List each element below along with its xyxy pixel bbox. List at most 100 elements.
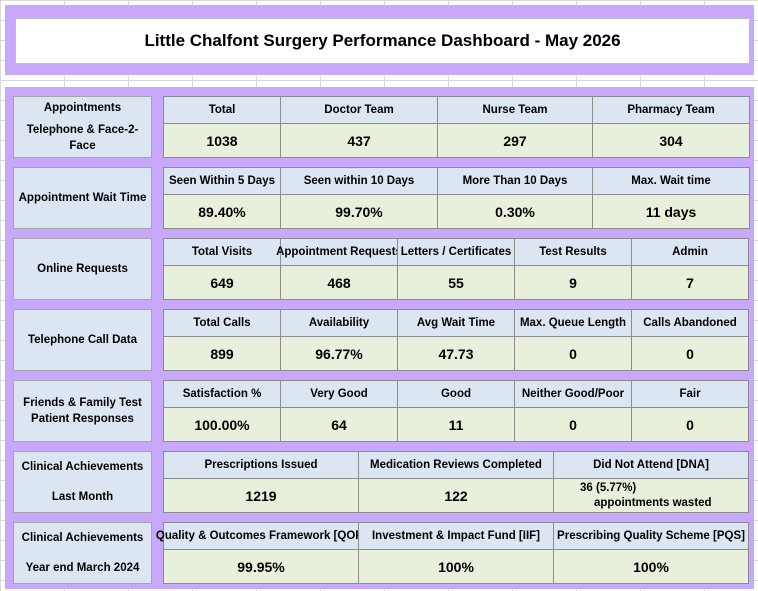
value-row: 1038 437 297 304 bbox=[163, 123, 750, 158]
header-cell: Neither Good/Poor bbox=[514, 380, 632, 408]
section-label-line: Patient Responses bbox=[31, 413, 134, 425]
value-cell: 649 bbox=[163, 265, 281, 300]
header-cell: Seen Within 5 Days bbox=[163, 167, 281, 195]
clinical-last-month-section: Clinical Achievements Last Month Prescri… bbox=[13, 451, 751, 513]
value-cell: 297 bbox=[437, 123, 593, 158]
value-cell: 1038 bbox=[163, 123, 281, 158]
header-cell: Nurse Team bbox=[437, 96, 593, 124]
dna-description: appointments wasted bbox=[594, 496, 712, 509]
value-cell: 11 days bbox=[592, 194, 750, 229]
section-label-line: Clinical Achievements bbox=[21, 461, 144, 473]
value-cell: 9 bbox=[514, 265, 632, 300]
header-cell: Fair bbox=[631, 380, 749, 408]
wait-time-label: Appointment Wait Time bbox=[13, 167, 152, 229]
header-cell: Total Calls bbox=[163, 309, 281, 337]
value-row: 899 96.77% 47.73 0 0 bbox=[163, 336, 750, 371]
appointments-label: Appointments Telephone & Face-2-Face bbox=[13, 96, 152, 158]
value-cell: 0.30% bbox=[437, 194, 593, 229]
section-label-line: Online Requests bbox=[37, 263, 128, 275]
value-cell: 468 bbox=[280, 265, 398, 300]
header-row: Seen Within 5 Days Seen within 10 Days M… bbox=[163, 167, 750, 195]
value-row: 100.00% 64 11 0 0 bbox=[163, 407, 750, 442]
telephone-label: Telephone Call Data bbox=[13, 309, 152, 371]
header-cell: Total bbox=[163, 96, 281, 124]
value-cell: 99.70% bbox=[280, 194, 438, 229]
clinical-year-end-section: Clinical Achievements Year end March 202… bbox=[13, 522, 751, 584]
section-label-line: Last Month bbox=[51, 491, 114, 503]
value-cell: 55 bbox=[397, 265, 515, 300]
telephone-metrics: Total Calls Availability Avg Wait Time M… bbox=[163, 309, 750, 371]
clinical-year-end-label: Clinical Achievements Year end March 202… bbox=[13, 522, 152, 584]
value-cell: 0 bbox=[514, 407, 632, 442]
header-cell: Total Visits bbox=[163, 238, 281, 266]
header-cell: Very Good bbox=[280, 380, 398, 408]
header-row: Prescriptions Issued Medication Reviews … bbox=[163, 451, 750, 479]
value-row: 649 468 55 9 7 bbox=[163, 265, 750, 300]
header-cell: Test Results bbox=[514, 238, 632, 266]
header-cell: Appointment Requests bbox=[276, 238, 402, 266]
value-cell: 1219 bbox=[163, 478, 359, 513]
friends-family-section: Friends & Family Test Patient Responses … bbox=[13, 380, 751, 442]
online-requests-label: Online Requests bbox=[13, 238, 152, 300]
section-label-line: Appointments bbox=[43, 102, 122, 114]
value-row: 89.40% 99.70% 0.30% 11 days bbox=[163, 194, 750, 229]
appointments-section: Appointments Telephone & Face-2-Face Tot… bbox=[13, 96, 751, 158]
value-cell: 304 bbox=[592, 123, 750, 158]
header-cell: Availability bbox=[280, 309, 398, 337]
friends-family-metrics: Satisfaction % Very Good Good Neither Go… bbox=[163, 380, 750, 442]
dna-note-cell: 36 (5.77%) appointments wasted bbox=[553, 478, 749, 513]
section-label-line: Clinical Achievements bbox=[21, 532, 144, 544]
header-row: Total Doctor Team Nurse Team Pharmacy Te… bbox=[163, 96, 750, 124]
header-cell: Max. Queue Length bbox=[514, 309, 632, 337]
value-cell: 122 bbox=[358, 478, 554, 513]
section-label-line: Friends & Family Test bbox=[23, 397, 142, 409]
dna-count: 36 (5.77%) bbox=[580, 481, 637, 494]
header-cell: Pharmacy Team bbox=[592, 96, 750, 124]
header-cell: Prescriptions Issued bbox=[163, 451, 359, 479]
section-label-line: Telephone Call Data bbox=[27, 334, 138, 346]
header-row: Quality & Outcomes Framework [QOF] Inves… bbox=[156, 522, 750, 550]
value-cell: 96.77% bbox=[280, 336, 398, 371]
clinical-year-end-metrics: Quality & Outcomes Framework [QOF] Inves… bbox=[156, 522, 750, 584]
header-row: Satisfaction % Very Good Good Neither Go… bbox=[163, 380, 750, 408]
value-cell: 100% bbox=[358, 549, 554, 584]
online-requests-metrics: Total Visits Appointment Requests Letter… bbox=[163, 238, 750, 300]
section-label-line: Year end March 2024 bbox=[25, 562, 140, 574]
header-cell: Avg Wait Time bbox=[397, 309, 515, 337]
value-cell: 0 bbox=[631, 407, 749, 442]
value-cell: 100.00% bbox=[163, 407, 281, 442]
header-cell: Did Not Attend [DNA] bbox=[553, 451, 749, 479]
header-cell: Admin bbox=[631, 238, 749, 266]
friends-family-label: Friends & Family Test Patient Responses bbox=[13, 380, 152, 442]
value-cell: 0 bbox=[631, 336, 749, 371]
wait-time-section: Appointment Wait Time Seen Within 5 Days… bbox=[13, 167, 751, 229]
value-cell: 99.95% bbox=[163, 549, 359, 584]
header-cell: Doctor Team bbox=[280, 96, 438, 124]
header-cell: Prescribing Quality Scheme [PQS] bbox=[553, 522, 749, 550]
header-cell: More Than 10 Days bbox=[437, 167, 593, 195]
online-requests-section: Online Requests Total Visits Appointment… bbox=[13, 238, 751, 300]
value-cell: 7 bbox=[631, 265, 749, 300]
value-cell: 89.40% bbox=[163, 194, 281, 229]
header-cell: Max. Wait time bbox=[592, 167, 750, 195]
telephone-section: Telephone Call Data Total Calls Availabi… bbox=[13, 309, 751, 371]
header-cell: Investment & Impact Fund [IIF] bbox=[358, 522, 554, 550]
header-cell: Calls Abandoned bbox=[631, 309, 749, 337]
header-cell: Good bbox=[397, 380, 515, 408]
header-cell: Satisfaction % bbox=[163, 380, 281, 408]
clinical-last-month-label: Clinical Achievements Last Month bbox=[13, 451, 152, 513]
header-cell: Medication Reviews Completed bbox=[358, 451, 554, 479]
value-row: 99.95% 100% 100% bbox=[163, 549, 750, 584]
header-cell: Quality & Outcomes Framework [QOF] bbox=[156, 522, 366, 550]
value-cell: 11 bbox=[397, 407, 515, 442]
wait-time-metrics: Seen Within 5 Days Seen within 10 Days M… bbox=[163, 167, 750, 229]
section-label-line: Appointment Wait Time bbox=[18, 192, 147, 204]
value-cell: 100% bbox=[553, 549, 749, 584]
section-label-line: Telephone & Face-2-Face bbox=[26, 124, 139, 152]
value-cell: 64 bbox=[280, 407, 398, 442]
value-cell: 47.73 bbox=[397, 336, 515, 371]
value-cell: 437 bbox=[280, 123, 438, 158]
header-cell: Seen within 10 Days bbox=[280, 167, 438, 195]
value-cell: 899 bbox=[163, 336, 281, 371]
header-row: Total Calls Availability Avg Wait Time M… bbox=[163, 309, 750, 337]
